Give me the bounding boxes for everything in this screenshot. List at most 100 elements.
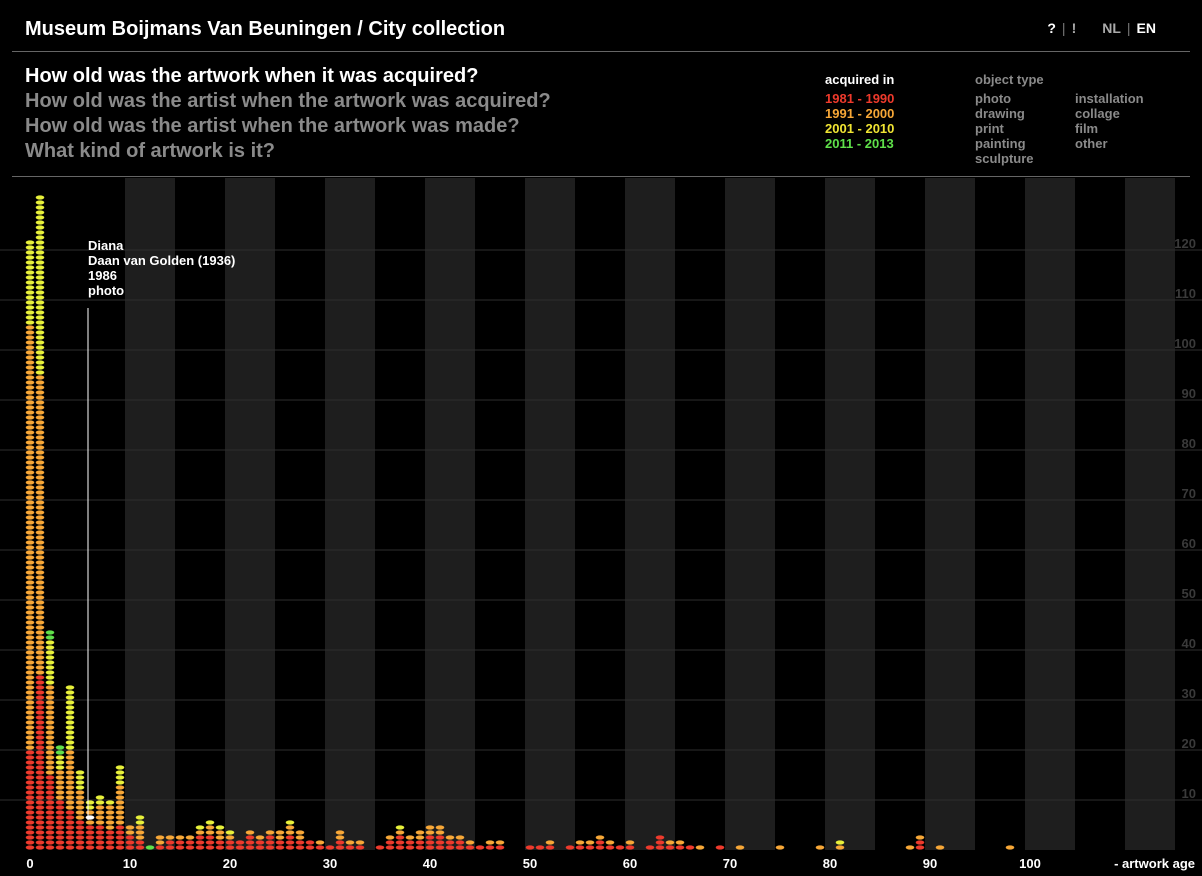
- artwork-dot-2001-2010[interactable]: [25, 310, 35, 315]
- artwork-dot-2001-2010[interactable]: [35, 275, 45, 280]
- artwork-dot-1991-2000[interactable]: [115, 800, 125, 805]
- artwork-dot-1981-1990[interactable]: [35, 820, 45, 825]
- artwork-dot-1991-2000[interactable]: [35, 475, 45, 480]
- artwork-dot-1981-1990[interactable]: [45, 830, 55, 835]
- artwork-dot-1981-1990[interactable]: [35, 700, 45, 705]
- artwork-dot-1981-1990[interactable]: [55, 845, 65, 850]
- artwork-dot-1991-2000[interactable]: [35, 545, 45, 550]
- artwork-dot-1981-1990[interactable]: [25, 785, 35, 790]
- artwork-dot-2001-2010[interactable]: [35, 350, 45, 355]
- artwork-dot-1981-1990[interactable]: [665, 845, 675, 850]
- artwork-dot-1991-2000[interactable]: [25, 330, 35, 335]
- artwork-dot-2001-2010[interactable]: [25, 320, 35, 325]
- artwork-dot-1981-1990[interactable]: [455, 840, 465, 845]
- artwork-dot-1991-2000[interactable]: [65, 765, 75, 770]
- artwork-dot-1991-2000[interactable]: [25, 425, 35, 430]
- artwork-dot-2001-2010[interactable]: [285, 820, 295, 825]
- artwork-dot-1991-2000[interactable]: [35, 390, 45, 395]
- artwork-dot-1981-1990[interactable]: [305, 840, 315, 845]
- artwork-dot-1991-2000[interactable]: [75, 805, 85, 810]
- artwork-dot-2001-2010[interactable]: [205, 820, 215, 825]
- artwork-dot-1981-1990[interactable]: [105, 840, 115, 845]
- artwork-dot-1981-1990[interactable]: [125, 845, 135, 850]
- artwork-dot-1981-1990[interactable]: [35, 720, 45, 725]
- artwork-dot-1991-2000[interactable]: [25, 480, 35, 485]
- artwork-dot-2001-2010[interactable]: [35, 335, 45, 340]
- artwork-dot-1981-1990[interactable]: [625, 845, 635, 850]
- artwork-dot-1991-2000[interactable]: [25, 530, 35, 535]
- artwork-dot-1981-1990[interactable]: [45, 810, 55, 815]
- artwork-dot-1991-2000[interactable]: [1005, 845, 1015, 850]
- artwork-dot-1991-2000[interactable]: [35, 660, 45, 665]
- artwork-dot-2001-2010[interactable]: [35, 240, 45, 245]
- artwork-dot-1981-1990[interactable]: [35, 740, 45, 745]
- artwork-dot-1981-1990[interactable]: [65, 810, 75, 815]
- type-painting[interactable]: painting: [975, 136, 1026, 151]
- artwork-dot-1991-2000[interactable]: [25, 675, 35, 680]
- artwork-dot-1981-1990[interactable]: [185, 840, 195, 845]
- artwork-dot-1981-1990[interactable]: [35, 845, 45, 850]
- artwork-dot-1991-2000[interactable]: [35, 625, 45, 630]
- artwork-dot-1991-2000[interactable]: [425, 830, 435, 835]
- artwork-dot-2001-2010[interactable]: [35, 300, 45, 305]
- artwork-dot-2001-2010[interactable]: [25, 260, 35, 265]
- artwork-dot-2001-2010[interactable]: [35, 365, 45, 370]
- artwork-dot-1991-2000[interactable]: [295, 830, 305, 835]
- artwork-dot-1991-2000[interactable]: [335, 835, 345, 840]
- artwork-dot-1991-2000[interactable]: [45, 695, 55, 700]
- artwork-dot-2001-2010[interactable]: [35, 270, 45, 275]
- artwork-dot-1991-2000[interactable]: [25, 705, 35, 710]
- artwork-dot-1991-2000[interactable]: [25, 440, 35, 445]
- artwork-dot-1981-1990[interactable]: [35, 750, 45, 755]
- artwork-dot-1981-1990[interactable]: [115, 830, 125, 835]
- artwork-dot-1991-2000[interactable]: [45, 750, 55, 755]
- question-artwork-kind[interactable]: What kind of artwork is it?: [25, 140, 276, 162]
- artwork-dot-1981-1990[interactable]: [485, 845, 495, 850]
- artwork-dot-2001-2010[interactable]: [25, 265, 35, 270]
- artwork-dot-1991-2000[interactable]: [95, 820, 105, 825]
- artwork-dot-1991-2000[interactable]: [25, 565, 35, 570]
- artwork-dot-1981-1990[interactable]: [65, 820, 75, 825]
- artwork-dot-1991-2000[interactable]: [135, 830, 145, 835]
- artwork-dot-1991-2000[interactable]: [25, 415, 35, 420]
- artwork-dot-1981-1990[interactable]: [25, 780, 35, 785]
- artwork-dot-1991-2000[interactable]: [25, 470, 35, 475]
- artwork-dot-1981-1990[interactable]: [45, 815, 55, 820]
- artwork-dot-1981-1990[interactable]: [25, 820, 35, 825]
- artwork-dot-1981-1990[interactable]: [395, 835, 405, 840]
- artwork-dot-1991-2000[interactable]: [65, 780, 75, 785]
- artwork-dot-1981-1990[interactable]: [35, 735, 45, 740]
- artwork-dot-1981-1990[interactable]: [25, 760, 35, 765]
- artwork-dot-2001-2010[interactable]: [65, 715, 75, 720]
- artwork-dot-1991-2000[interactable]: [35, 550, 45, 555]
- artwork-dot-1991-2000[interactable]: [35, 565, 45, 570]
- artwork-dot-1981-1990[interactable]: [25, 835, 35, 840]
- artwork-dot-1991-2000[interactable]: [25, 645, 35, 650]
- artwork-dot-2001-2010[interactable]: [395, 825, 405, 830]
- artwork-dot-2001-2010[interactable]: [225, 830, 235, 835]
- artwork-dot-2001-2010[interactable]: [115, 775, 125, 780]
- artwork-dot-1991-2000[interactable]: [25, 505, 35, 510]
- artwork-dot-1991-2000[interactable]: [125, 825, 135, 830]
- artwork-dot-1991-2000[interactable]: [385, 835, 395, 840]
- artwork-dot-1981-1990[interactable]: [575, 845, 585, 850]
- artwork-dot-1981-1990[interactable]: [55, 825, 65, 830]
- artwork-dot-1981-1990[interactable]: [35, 765, 45, 770]
- artwork-dot-1981-1990[interactable]: [45, 845, 55, 850]
- artwork-dot-1981-1990[interactable]: [75, 840, 85, 845]
- legend-period-1981-1990[interactable]: 1981 - 1990: [825, 91, 895, 106]
- artwork-dot-1991-2000[interactable]: [25, 445, 35, 450]
- artwork-dot-1991-2000[interactable]: [25, 730, 35, 735]
- artwork-dot-1991-2000[interactable]: [55, 770, 65, 775]
- artwork-dot-1991-2000[interactable]: [35, 575, 45, 580]
- info-link[interactable]: !: [1071, 20, 1077, 36]
- artwork-dot-1991-2000[interactable]: [25, 710, 35, 715]
- artwork-dot-2001-2010[interactable]: [25, 270, 35, 275]
- artwork-dot-1981-1990[interactable]: [45, 780, 55, 785]
- artwork-dot-1991-2000[interactable]: [25, 410, 35, 415]
- artwork-dot-1991-2000[interactable]: [115, 790, 125, 795]
- artwork-dot-1981-1990[interactable]: [95, 840, 105, 845]
- artwork-dot-1991-2000[interactable]: [35, 535, 45, 540]
- artwork-dot-1991-2000[interactable]: [75, 795, 85, 800]
- artwork-dot-1981-1990[interactable]: [25, 830, 35, 835]
